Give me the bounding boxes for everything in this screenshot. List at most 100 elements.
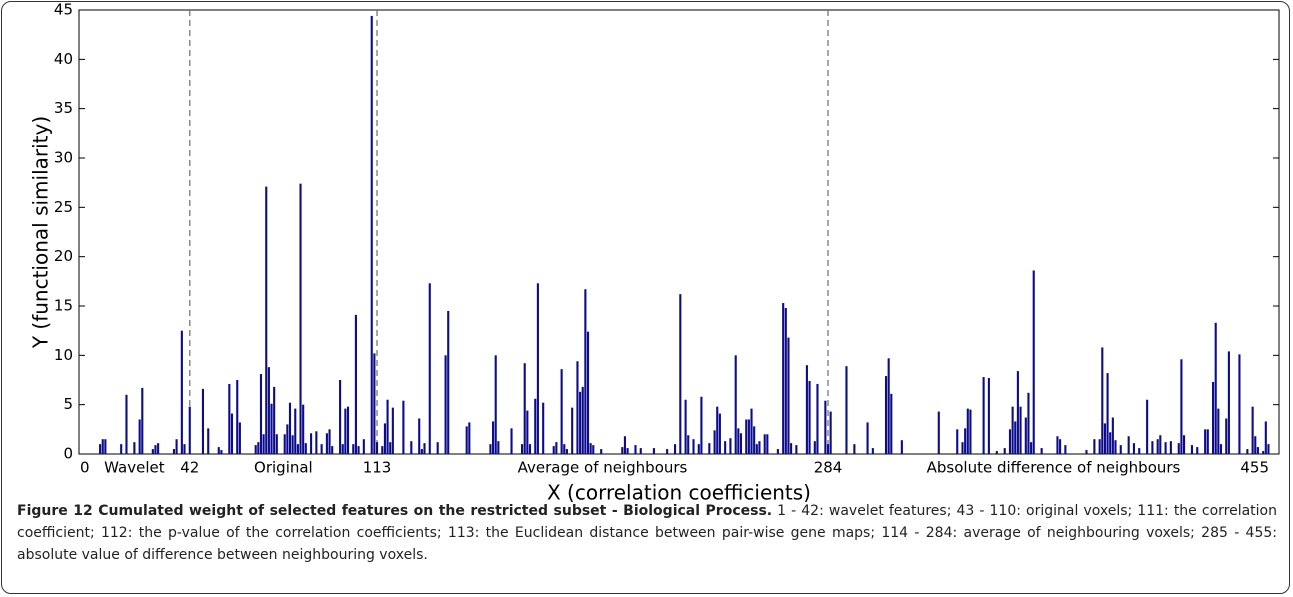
bar	[183, 444, 186, 454]
bar	[1016, 371, 1019, 454]
bar	[1132, 443, 1135, 454]
bar	[552, 446, 555, 454]
bar	[666, 449, 669, 454]
bar	[267, 367, 270, 454]
y-tick-label: 35	[54, 99, 73, 117]
bar	[1180, 359, 1183, 454]
bar	[331, 446, 334, 454]
bar	[157, 443, 160, 454]
bar	[639, 448, 642, 454]
bar	[354, 314, 357, 454]
bar	[808, 380, 811, 454]
bar	[302, 404, 305, 454]
bar	[444, 355, 447, 454]
bar	[201, 388, 205, 454]
bar	[180, 330, 183, 454]
bar	[270, 403, 273, 454]
bar	[1219, 444, 1223, 454]
bar	[286, 424, 289, 454]
bar	[576, 361, 579, 454]
x-axis-label: X (correlation coefficients)	[547, 481, 811, 503]
bar	[339, 380, 342, 454]
bar	[845, 366, 848, 454]
bar	[565, 449, 568, 454]
bar	[230, 413, 234, 454]
bar	[866, 422, 869, 454]
bar	[138, 419, 141, 454]
bar	[871, 448, 874, 454]
bar	[937, 411, 940, 454]
bar	[262, 434, 265, 454]
bar	[586, 331, 590, 454]
bar	[418, 418, 421, 454]
bar	[1156, 439, 1159, 454]
bar	[172, 449, 175, 454]
y-tick-label: 10	[54, 346, 73, 364]
bar	[510, 428, 513, 454]
bar	[766, 434, 769, 454]
bar	[402, 400, 405, 454]
bar	[1030, 442, 1033, 454]
bar	[824, 400, 827, 454]
bar	[294, 408, 297, 454]
bar	[151, 449, 154, 454]
bar	[410, 441, 413, 454]
caption-text: 1 - 42: wavelet features; 43 - 110: orig…	[17, 503, 1277, 563]
bar	[737, 428, 740, 454]
bar	[1138, 448, 1141, 454]
bar	[969, 409, 972, 454]
bar	[1254, 436, 1257, 454]
bar	[1024, 417, 1027, 454]
bar	[1119, 445, 1122, 454]
bar	[154, 445, 157, 454]
bar	[555, 442, 558, 454]
bar	[890, 393, 893, 454]
bar	[813, 441, 816, 454]
bar	[352, 444, 355, 454]
bar	[753, 426, 756, 454]
bar	[784, 307, 787, 454]
bar	[373, 353, 376, 454]
bar	[389, 442, 392, 454]
bar	[995, 451, 998, 454]
bar	[684, 399, 687, 454]
bar	[362, 439, 365, 454]
x-tick-label: 0	[80, 459, 90, 477]
bar	[120, 444, 123, 454]
bar	[1212, 381, 1215, 454]
bar	[584, 289, 587, 454]
segment-label: Absolute difference of neighbours	[927, 459, 1181, 477]
bar	[1056, 436, 1059, 454]
y-tick-label: 40	[54, 50, 73, 68]
bar	[273, 386, 276, 454]
bar	[1256, 447, 1259, 454]
bar	[1106, 373, 1109, 454]
bar	[383, 423, 386, 454]
bar	[560, 369, 563, 454]
bar	[381, 446, 384, 454]
bar	[1085, 450, 1088, 454]
bar	[1177, 443, 1180, 454]
bar	[964, 428, 967, 454]
bar	[238, 422, 241, 454]
bar	[579, 391, 582, 454]
bar	[776, 449, 779, 454]
bar	[1238, 354, 1241, 454]
bar	[1159, 435, 1162, 454]
bar	[341, 444, 344, 454]
bar	[589, 443, 592, 454]
bar	[275, 434, 278, 454]
x-tick-label: 42	[180, 459, 199, 477]
y-tick-label: 15	[54, 297, 73, 315]
bar	[626, 448, 629, 454]
bar	[697, 444, 700, 454]
bar	[346, 406, 350, 454]
bar	[447, 310, 450, 454]
bar	[315, 431, 318, 454]
bar	[254, 445, 257, 454]
bar	[1111, 417, 1114, 454]
bar	[634, 445, 637, 454]
bar	[782, 303, 785, 454]
bar	[708, 443, 711, 454]
bar	[750, 408, 753, 454]
